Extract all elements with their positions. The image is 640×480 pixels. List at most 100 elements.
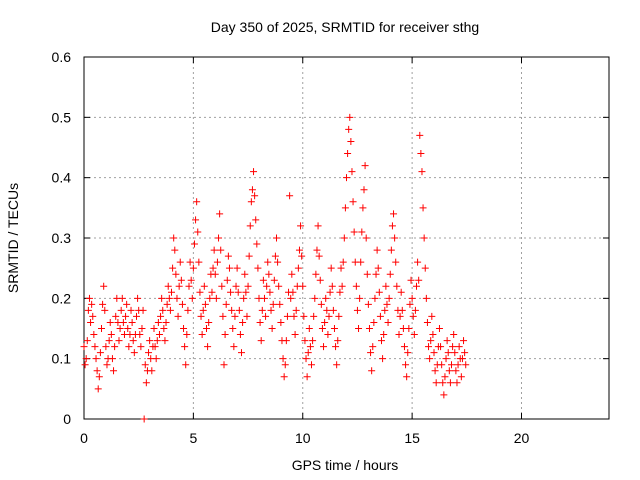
data-point [395, 331, 403, 339]
data-point [279, 355, 287, 363]
data-point [82, 355, 90, 363]
data-point [386, 270, 394, 278]
data-point [383, 300, 391, 308]
x-tick-label: 0 [80, 430, 88, 446]
data-point [102, 343, 110, 351]
data-point [332, 343, 340, 351]
data-point [379, 355, 387, 363]
data-point [258, 306, 266, 314]
data-point [219, 312, 227, 320]
data-point [177, 276, 185, 284]
data-point [283, 312, 291, 320]
data-point [306, 343, 314, 351]
data-point [85, 294, 93, 302]
data-point [305, 325, 313, 332]
data-point [435, 325, 443, 332]
data-point [111, 343, 119, 351]
data-point [333, 361, 341, 369]
data-point [438, 361, 446, 369]
data-point [108, 355, 116, 363]
y-tick-label: 0.6 [52, 49, 72, 65]
data-point [230, 343, 238, 351]
y-tick-label: 0.2 [52, 290, 72, 306]
data-point [393, 282, 401, 290]
data-point [327, 264, 335, 272]
data-point [99, 300, 107, 308]
data-point [254, 264, 262, 272]
data-point [388, 222, 396, 230]
data-point [153, 337, 161, 345]
data-point [274, 258, 282, 266]
data-point [330, 325, 338, 332]
data-point [210, 246, 218, 254]
data-point [356, 294, 364, 302]
data-point [236, 331, 244, 339]
data-point [347, 137, 355, 145]
data-point [375, 288, 383, 296]
data-point [337, 264, 345, 272]
data-point [262, 312, 270, 320]
data-point [203, 325, 210, 332]
data-point [194, 228, 202, 236]
data-point [253, 240, 261, 248]
data-point [233, 264, 241, 272]
data-point [268, 325, 276, 332]
data-point [174, 312, 182, 320]
y-tick-label: 0 [63, 411, 71, 427]
data-point [123, 300, 131, 308]
data-point [265, 270, 273, 278]
data-point [198, 331, 206, 339]
data-point [382, 282, 390, 290]
data-point [130, 349, 138, 357]
data-point [338, 282, 346, 290]
data-point [259, 276, 267, 284]
data-point [446, 379, 454, 387]
data-point [181, 343, 189, 351]
data-point [248, 186, 256, 194]
data-point [124, 325, 132, 332]
data-point [98, 325, 105, 332]
data-point [273, 234, 280, 242]
data-point [195, 258, 203, 266]
data-point [250, 168, 258, 176]
data-point [357, 258, 365, 266]
data-point [324, 331, 332, 339]
data-point [318, 325, 326, 332]
data-point [353, 306, 361, 314]
data-point [442, 355, 450, 363]
x-tick-label: 10 [295, 430, 311, 446]
data-point [252, 216, 260, 224]
data-point [189, 264, 197, 272]
data-point [301, 337, 309, 345]
data-point [229, 325, 237, 332]
data-point [81, 361, 89, 369]
data-point [213, 258, 221, 266]
data-point [84, 306, 92, 314]
data-point [372, 270, 380, 278]
data-point [264, 258, 272, 266]
data-point [418, 168, 426, 176]
data-point [117, 306, 125, 314]
data-point [299, 282, 307, 290]
data-point [225, 264, 233, 272]
data-point [364, 300, 372, 308]
data-point [96, 349, 104, 357]
data-point [302, 355, 310, 363]
data-point [161, 337, 169, 345]
data-point [266, 288, 274, 296]
data-point [462, 361, 470, 369]
data-point [267, 306, 275, 314]
data-point [128, 318, 136, 326]
data-point [410, 331, 418, 339]
data-point [352, 282, 360, 290]
data-point [426, 355, 434, 363]
data-point [405, 325, 413, 332]
data-point [349, 198, 357, 206]
data-point [175, 282, 183, 290]
data-point [166, 306, 174, 314]
data-point [289, 288, 297, 296]
data-point [133, 312, 140, 320]
data-point [343, 174, 350, 182]
data-point [106, 318, 114, 326]
data-point [415, 276, 423, 284]
